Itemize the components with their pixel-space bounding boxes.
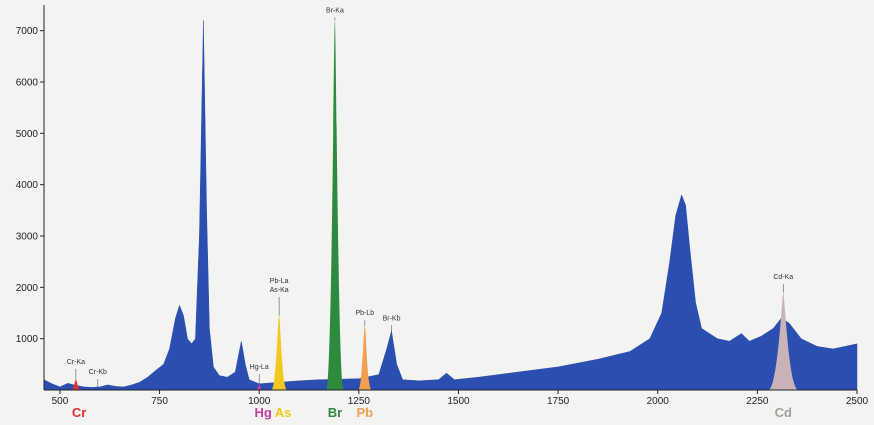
y-tick-label-1: 2000	[16, 283, 39, 294]
x-tick-label-5: 1750	[547, 396, 570, 407]
y-tick-label-3: 4000	[16, 180, 39, 191]
y-tick-label-6: 7000	[16, 26, 39, 37]
peak-label-7: Cd-Ka	[773, 274, 793, 281]
x-tick-label-2: 1000	[248, 396, 271, 407]
x-tick-label-6: 2000	[647, 396, 670, 407]
element-peak-Cr-0	[71, 379, 81, 390]
x-tick-label-3: 1250	[348, 396, 371, 407]
x-tick-label-0: 500	[52, 396, 69, 407]
x-tick-label-8: 2500	[846, 396, 869, 407]
element-peak-line-1	[94, 386, 101, 390]
x-tick-label-4: 1500	[447, 396, 470, 407]
element-peak-Br-4	[326, 20, 344, 391]
element-peak-Cd-7	[768, 292, 799, 390]
element-label-as: As	[275, 405, 292, 420]
y-tick-label-2: 3000	[16, 232, 39, 243]
axes-layer: 1000 2000 3000 4000 5000 6000 7000 500 750 1000 12…	[16, 5, 869, 407]
element-peaks-layer	[71, 20, 799, 391]
y-tick-label-0: 1000	[16, 334, 39, 345]
element-peak-Pb-5	[358, 325, 372, 390]
element-label-br: Br	[328, 405, 342, 420]
element-peak-Hg-2	[256, 384, 263, 390]
x-tick-label-7: 2250	[746, 396, 769, 407]
x-tick-label-1: 750	[151, 396, 168, 407]
element-peak-As-3	[271, 315, 288, 390]
y-tick-label-4: 5000	[16, 129, 39, 140]
peak-label-3-b: As-Ka	[270, 287, 289, 294]
y-tick-label-5: 6000	[16, 78, 39, 89]
peak-label-4: Br-Ka	[326, 7, 344, 14]
labels-layer: Cr-Ka Cr-Kb Hg-La Pb-La As-Ka Br-Ka Pb-Lb Br-Kb…	[67, 7, 794, 420]
element-peak-line-6	[386, 331, 397, 390]
peak-label-6: Br-Kb	[383, 315, 401, 322]
element-label-cd: Cd	[775, 405, 792, 420]
element-label-pb: Pb	[357, 405, 374, 420]
element-label-hg: Hg	[255, 405, 272, 420]
peak-label-3: Pb-La	[270, 278, 289, 285]
peak-label-2: Hg-La	[250, 364, 269, 371]
peak-label-0: Cr-Ka	[67, 359, 85, 366]
peak-label-1: Cr-Kb	[89, 369, 107, 376]
element-label-cr: Cr	[72, 405, 86, 420]
peak-label-5: Pb-Lb	[355, 310, 374, 317]
